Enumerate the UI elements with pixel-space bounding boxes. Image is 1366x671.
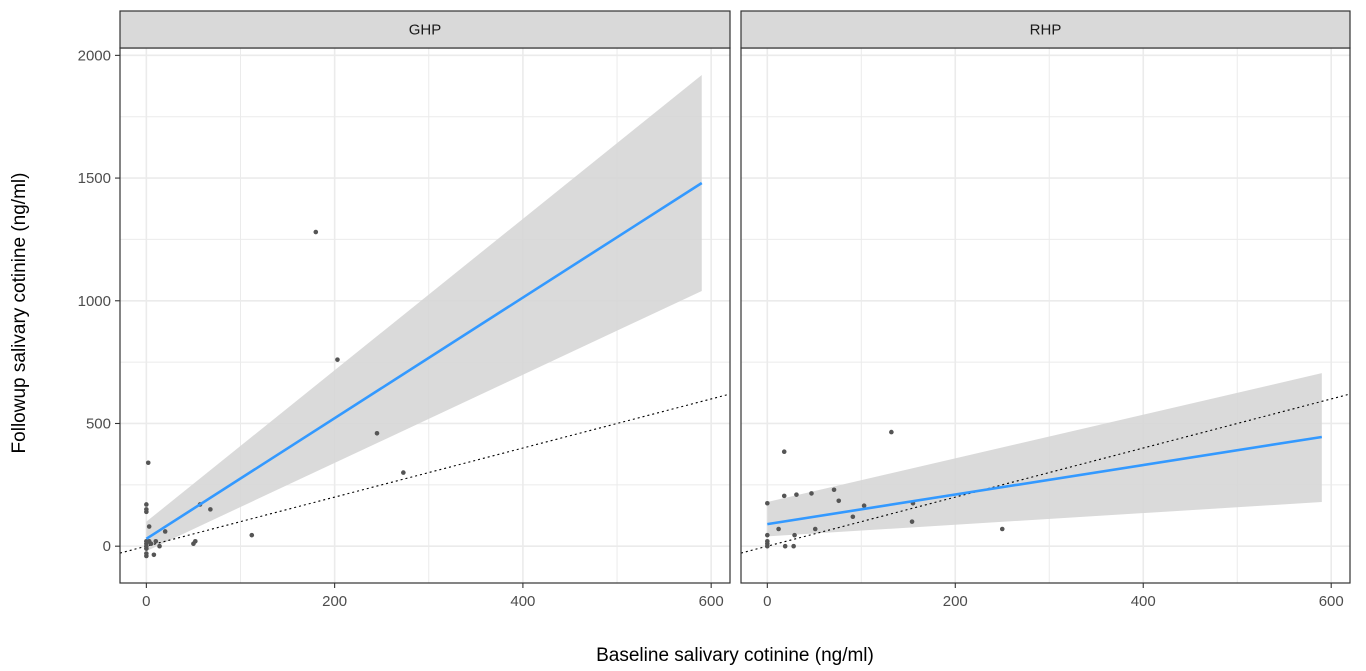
- x-tick-label: 400: [1131, 593, 1156, 610]
- data-point: [148, 541, 154, 547]
- confidence-band: [146, 74, 702, 552]
- reference-line: [120, 393, 730, 554]
- data-point: [144, 502, 149, 507]
- data-point: [782, 543, 788, 549]
- data-point: [208, 507, 213, 512]
- data-point: [151, 552, 157, 558]
- y-tick-label: 1000: [78, 293, 111, 310]
- y-tick-label: 2000: [78, 47, 111, 64]
- panel-rhp: RHP 0 200 400 600: [740, 10, 1351, 610]
- data-point: [791, 543, 796, 549]
- data-point: [335, 357, 340, 362]
- x-axis-label: Baseline salivary cotinine (ng/ml): [596, 645, 874, 666]
- x-tick-label: 0: [142, 593, 150, 610]
- data-point: [153, 538, 159, 544]
- strip-background: [119, 10, 731, 49]
- data-point: [157, 543, 162, 549]
- data-point: [313, 229, 319, 235]
- x-tick-label: 400: [510, 593, 535, 610]
- data-point: [146, 524, 152, 529]
- data-point: [162, 529, 168, 534]
- data-point: [831, 487, 837, 493]
- panel-data-layer: [120, 74, 730, 559]
- strip-label: RHP: [1030, 22, 1062, 39]
- data-point: [812, 526, 818, 532]
- data-point: [889, 429, 894, 435]
- y-axis-label: Followup salivary cotinine (ng/ml): [9, 173, 30, 454]
- data-point: [781, 493, 787, 499]
- data-point: [999, 526, 1005, 532]
- data-point: [850, 514, 856, 520]
- data-point: [781, 449, 787, 455]
- data-point: [765, 532, 770, 538]
- data-point: [794, 492, 799, 497]
- data-point: [144, 551, 149, 556]
- x-tick-label: 200: [943, 593, 968, 610]
- data-point: [374, 430, 380, 436]
- data-point: [909, 519, 915, 524]
- fit-line: [767, 435, 1323, 526]
- data-point: [249, 532, 255, 538]
- x-tick-label: 600: [699, 593, 724, 610]
- panel-ghp: GHP 0 200 400 600 0 500 1000 1500 2000: [78, 10, 731, 610]
- panel-data-layer: [741, 373, 1350, 554]
- data-point: [809, 491, 814, 496]
- data-point: [836, 498, 842, 504]
- y-tick-label: 500: [86, 415, 111, 432]
- data-point: [193, 538, 198, 544]
- x-tick-label: 200: [322, 593, 347, 610]
- strip-label: GHP: [409, 22, 442, 39]
- data-point: [144, 507, 149, 512]
- x-tick-label: 600: [1319, 593, 1344, 610]
- data-point: [776, 526, 781, 532]
- data-point: [792, 532, 797, 538]
- y-tick-label: 0: [103, 538, 111, 555]
- y-tick-label: 1500: [78, 170, 111, 187]
- panels: GHP 0 200 400 600 0 500 1000 1500 2000 RHP 0 200 400 6…: [78, 10, 1351, 610]
- x-tick-label: 0: [763, 593, 771, 610]
- data-point: [861, 503, 867, 508]
- data-point: [765, 538, 770, 544]
- confidence-band: [767, 373, 1322, 537]
- strip-background: [740, 10, 1351, 49]
- data-point: [765, 500, 770, 506]
- data-point: [401, 470, 406, 475]
- data-point: [145, 460, 151, 466]
- fit-line: [145, 181, 703, 540]
